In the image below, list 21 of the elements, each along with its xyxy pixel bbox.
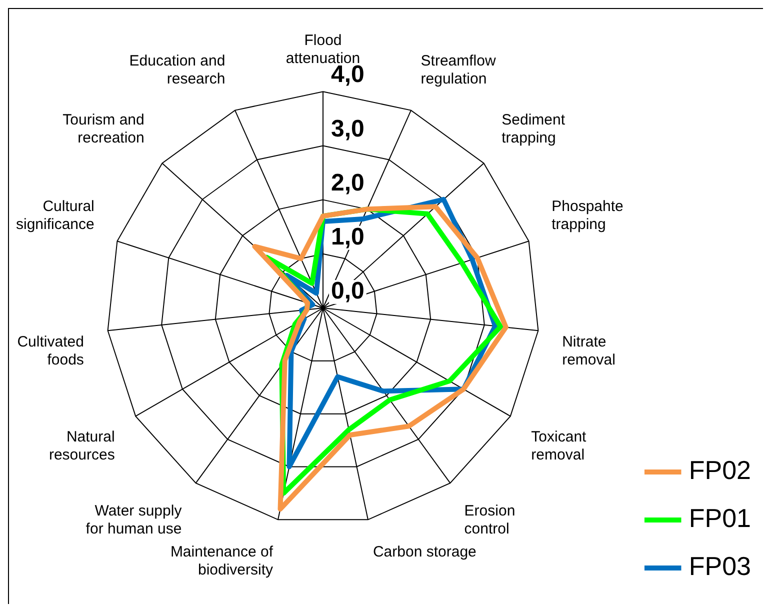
spoke-label: Water supply for human use	[86, 502, 182, 538]
y-tick-label: 2,0	[331, 169, 364, 196]
spoke-label: Carbon storage	[372, 543, 476, 560]
y-tick-label: 1,0	[331, 224, 364, 251]
y-tick-label: 0,0	[331, 278, 364, 305]
spoke-label: Cultivated foods	[17, 333, 84, 368]
spoke-label: Natural resources	[48, 428, 115, 464]
spoke-label: Tourism and recreation	[62, 111, 144, 146]
spoke-label: Streamflow regulation	[420, 52, 496, 88]
spoke-label: Education and research	[129, 52, 226, 88]
spoke-label: Nitrate removal	[562, 333, 616, 368]
spoke-label: Cultural significance	[16, 198, 94, 233]
y-tick-label: 3,0	[331, 115, 364, 142]
spoke-label: Maintenance of biodiversity	[170, 543, 274, 578]
legend-label: FP02	[688, 455, 752, 486]
legend-label: FP03	[688, 551, 752, 582]
spoke-label: Sediment trapping	[502, 111, 566, 146]
spoke-label: Phospahte trapping	[552, 198, 624, 233]
legend-label: FP01	[688, 503, 752, 534]
spoke-label: Erosion control	[464, 502, 516, 538]
spoke-label: Toxicant removal	[531, 428, 588, 464]
